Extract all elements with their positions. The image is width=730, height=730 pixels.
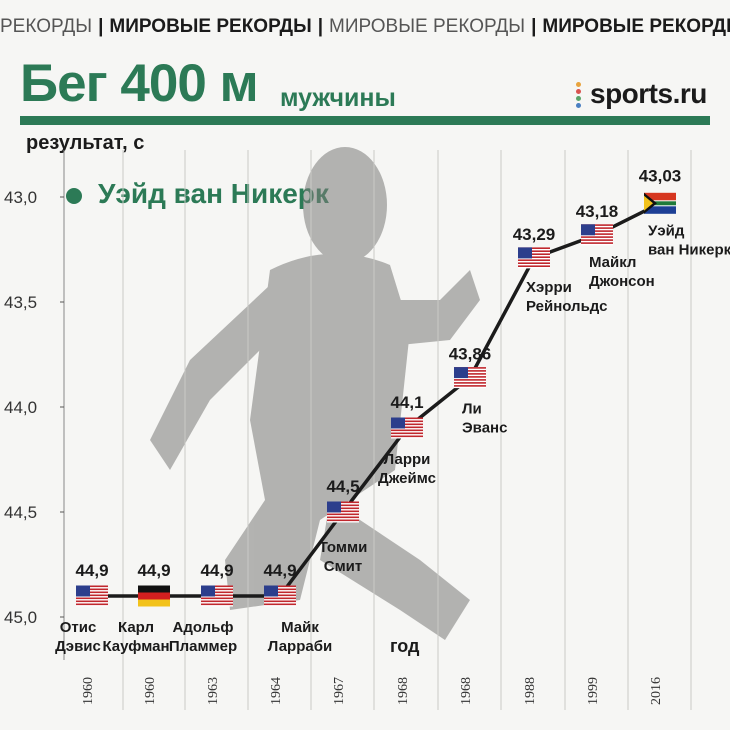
record-series-line <box>92 201 661 598</box>
y-tick-label: 44,0 <box>4 398 37 417</box>
data-label: 43,03 <box>639 166 682 185</box>
x-tick-label: 1968 <box>396 677 411 705</box>
ticker-item: МИРОВЫЕ РЕКОРДЫ <box>542 16 730 37</box>
athlete-name-label: Ли <box>462 401 482 418</box>
data-label: 43,18 <box>576 202 619 221</box>
logo-dots-icon <box>576 82 582 110</box>
x-tick-label: 1967 <box>332 677 347 705</box>
athlete-name-label: Дэвис <box>55 638 101 655</box>
header-ticker: РЕКОРДЫ | МИРОВЫЕ РЕКОРДЫ | МИРОВЫЕ РЕКОРДЫ |… <box>0 10 730 44</box>
athlete-name-label: Отис <box>60 619 97 636</box>
usa-flag-icon <box>581 224 613 246</box>
athlete-name-label: Эванс <box>462 420 507 437</box>
usa-flag-icon <box>454 367 486 389</box>
usa-flag-icon <box>391 417 423 439</box>
germany-flag-icon <box>138 585 170 607</box>
x-tick-label: 1988 <box>523 677 538 705</box>
usa-flag-icon <box>264 585 296 607</box>
data-label: 44,9 <box>75 561 108 580</box>
athlete-name-label: Томми <box>319 539 368 556</box>
usa-flag-icon <box>76 585 108 607</box>
y-tick-label: 43,5 <box>4 293 37 312</box>
chart-title: Бег 400 м <box>20 54 259 113</box>
x-tick-label: 1964 <box>269 677 284 705</box>
usa-flag-icon <box>518 247 550 269</box>
x-tick-label: 2016 <box>649 677 664 705</box>
data-label: 43,29 <box>513 225 556 244</box>
athlete-name-label: Майк <box>281 619 319 636</box>
data-label: 43,86 <box>449 345 492 364</box>
title-rule <box>20 116 710 125</box>
data-label: 44,9 <box>137 561 170 580</box>
athlete-name-label: Пламмер <box>169 638 237 655</box>
usa-flag-icon <box>201 585 233 607</box>
athlete-name-label: Майкл <box>589 254 636 271</box>
athlete-name-label: Джонсон <box>589 273 655 290</box>
ticker-item: МИРОВЫЕ РЕКОРДЫ <box>329 16 526 37</box>
athlete-name-label: Джеймс <box>378 470 436 487</box>
y-axis-label: результат, с <box>26 132 145 154</box>
athlete-name-label: Хэрри <box>526 279 572 296</box>
athlete-name-label: Адольф <box>172 619 233 636</box>
x-tick-label: 1999 <box>586 677 601 705</box>
athlete-name-label: Уэйд <box>648 222 685 239</box>
legend-marker <box>66 188 82 204</box>
y-tick-label: 43,0 <box>4 188 37 207</box>
x-tick-label: 1960 <box>143 677 158 705</box>
y-tick-label: 45,0 <box>4 608 37 627</box>
athlete-name-label: Карл <box>118 619 154 636</box>
athlete-name-label: Рейнольдс <box>526 298 607 315</box>
x-tick-label: 1963 <box>206 677 221 705</box>
ticker-item: МИРОВЫЕ РЕКОРДЫ <box>109 16 312 37</box>
athlete-name-label: Ларраби <box>268 638 332 655</box>
sports-logo: sports.ru <box>590 78 707 109</box>
legend-label: Уэйд ван Никерк <box>98 178 329 209</box>
data-label: 44,9 <box>200 561 233 580</box>
athlete-name-label: Смит <box>324 558 363 575</box>
usa-flag-icon <box>327 501 359 523</box>
chart-subtitle: мужчины <box>280 84 396 112</box>
south-africa-flag-icon <box>644 192 676 214</box>
y-tick-label: 44,5 <box>4 503 37 522</box>
data-label: 44,9 <box>263 561 296 580</box>
athlete-name-label: ван Никерк <box>648 241 730 258</box>
x-tick-label: 1968 <box>459 677 474 705</box>
athlete-name-label: Кауфман <box>102 638 169 655</box>
data-label: 44,1 <box>390 393 423 412</box>
ticker-item: РЕКОРДЫ <box>0 16 93 37</box>
athlete-name-label: Ларри <box>384 451 431 468</box>
x-tick-label: 1960 <box>81 677 96 705</box>
x-axis-label: год <box>390 636 420 656</box>
data-label: 44,5 <box>326 477 359 496</box>
